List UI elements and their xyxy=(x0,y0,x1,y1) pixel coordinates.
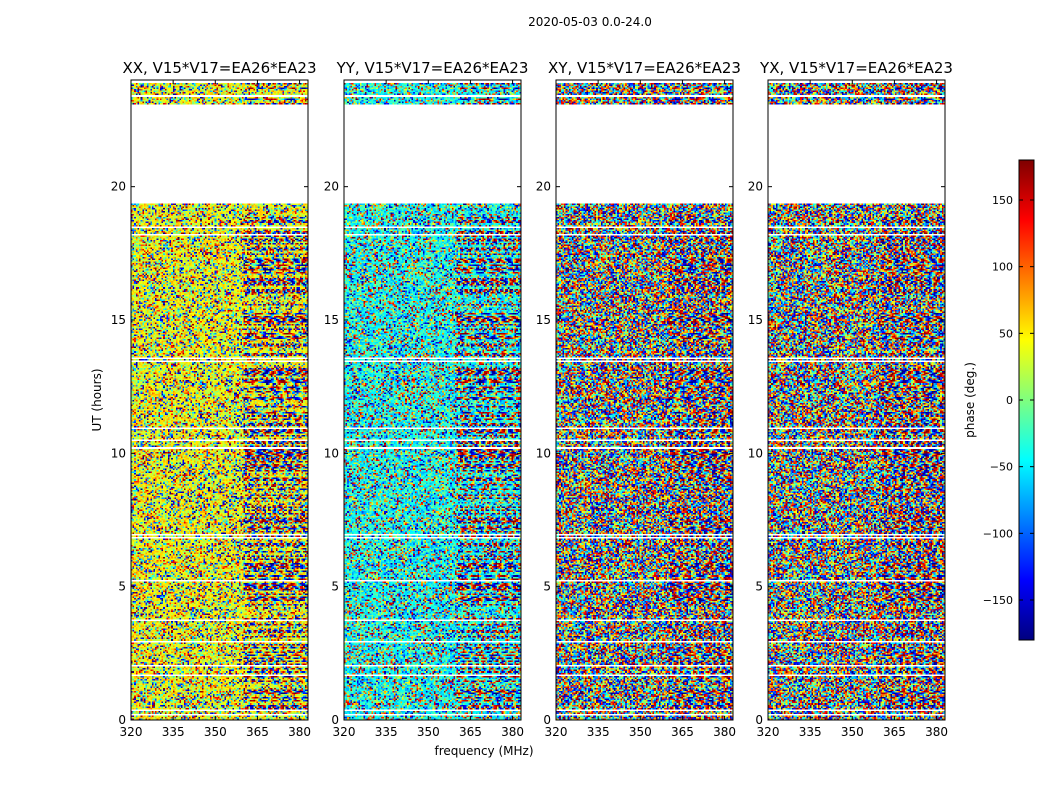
y-tick-label: 5 xyxy=(331,580,339,594)
panel-title: XX, V15*V17=EA26*EA23 xyxy=(122,59,316,77)
colorbar-tick-label: −100 xyxy=(983,527,1013,540)
y-tick-label: 5 xyxy=(543,580,551,594)
y-tick-label: 10 xyxy=(324,446,339,460)
x-tick-label: 320 xyxy=(333,725,356,739)
x-tick-label: 380 xyxy=(501,725,524,739)
y-tick-label: 5 xyxy=(118,580,126,594)
x-tick-label: 380 xyxy=(713,725,736,739)
x-tick-label: 365 xyxy=(671,725,694,739)
x-tick-label: 335 xyxy=(375,725,398,739)
y-tick-label: 0 xyxy=(331,713,339,727)
x-tick-label: 365 xyxy=(246,725,269,739)
y-tick-label: 0 xyxy=(755,713,763,727)
y-tick-label: 15 xyxy=(748,313,763,327)
panel-xx: XX, V15*V17=EA26*EA23 320 335 350 365 380 0 5 10… xyxy=(111,59,317,739)
x-tick-label: 365 xyxy=(459,725,482,739)
axes-frame xyxy=(130,79,309,721)
panel-title: YY, V15*V17=EA26*EA23 xyxy=(336,59,529,77)
x-axis-label: frequency (MHz) xyxy=(434,744,533,758)
x-tick-label: 350 xyxy=(841,725,864,739)
y-tick-label: 0 xyxy=(118,713,126,727)
colorbar-tick-label: 150 xyxy=(992,194,1013,207)
axes-frame xyxy=(555,79,734,721)
x-tick-label: 350 xyxy=(417,725,440,739)
y-tick-label: 20 xyxy=(536,180,551,194)
colorbar-tick-label: −50 xyxy=(990,461,1013,474)
x-tick-label: 350 xyxy=(629,725,652,739)
panel-title: XY, V15*V17=EA26*EA23 xyxy=(548,59,741,77)
x-tick-label: 380 xyxy=(925,725,948,739)
y-tick-label: 5 xyxy=(755,580,763,594)
panels: XX, V15*V17=EA26*EA23 320 335 350 365 380 0 5 10… xyxy=(111,59,953,739)
y-tick-label: 15 xyxy=(536,313,551,327)
y-tick-label: 10 xyxy=(748,446,763,460)
y-tick-label: 20 xyxy=(748,180,763,194)
y-tick-label: 10 xyxy=(536,446,551,460)
panel-yy: YY, V15*V17=EA26*EA23 320 335 350 365 380 0 5 10… xyxy=(324,59,529,739)
x-tick-label: 335 xyxy=(799,725,822,739)
heatmap-yx xyxy=(768,80,945,720)
colorbar-tick-label: 0 xyxy=(1006,394,1013,407)
y-tick-label: 10 xyxy=(111,446,126,460)
heatmap-xy xyxy=(556,80,733,720)
y-tick-label: 20 xyxy=(111,180,126,194)
axes-frame xyxy=(343,79,522,721)
heatmap-xx xyxy=(131,80,308,720)
colorbar: −150 −100 −50 0 50 100 150 phase (deg.) xyxy=(963,159,1035,641)
y-tick-label: 20 xyxy=(324,180,339,194)
y-tick-label: 15 xyxy=(324,313,339,327)
x-tick-label: 350 xyxy=(204,725,227,739)
colorbar-tick-label: −150 xyxy=(983,594,1013,607)
axes-frame xyxy=(767,79,946,721)
colorbar-tick-label: 50 xyxy=(999,327,1013,340)
y-tick-label: 15 xyxy=(111,313,126,327)
panel-xy: XY, V15*V17=EA26*EA23 320 335 350 365 380 0 5 10… xyxy=(536,59,741,739)
x-tick-label: 335 xyxy=(587,725,610,739)
x-tick-label: 365 xyxy=(883,725,906,739)
figure-title: 2020-05-03 0.0-24.0 xyxy=(528,15,652,29)
colorbar-label: phase (deg.) xyxy=(963,362,977,438)
colorbar-tick-label: 100 xyxy=(992,261,1013,274)
panel-title: YX, V15*V17=EA26*EA23 xyxy=(759,59,953,77)
y-tick-label: 0 xyxy=(543,713,551,727)
panel-yx: YX, V15*V17=EA26*EA23 320 335 350 365 380 0 5 10… xyxy=(748,59,953,739)
heatmap-yy xyxy=(344,80,521,720)
y-axis-label: UT (hours) xyxy=(90,368,104,431)
x-tick-label: 320 xyxy=(545,725,568,739)
x-tick-label: 320 xyxy=(757,725,780,739)
x-tick-label: 320 xyxy=(120,725,143,739)
x-tick-label: 335 xyxy=(162,725,185,739)
x-tick-label: 380 xyxy=(288,725,311,739)
